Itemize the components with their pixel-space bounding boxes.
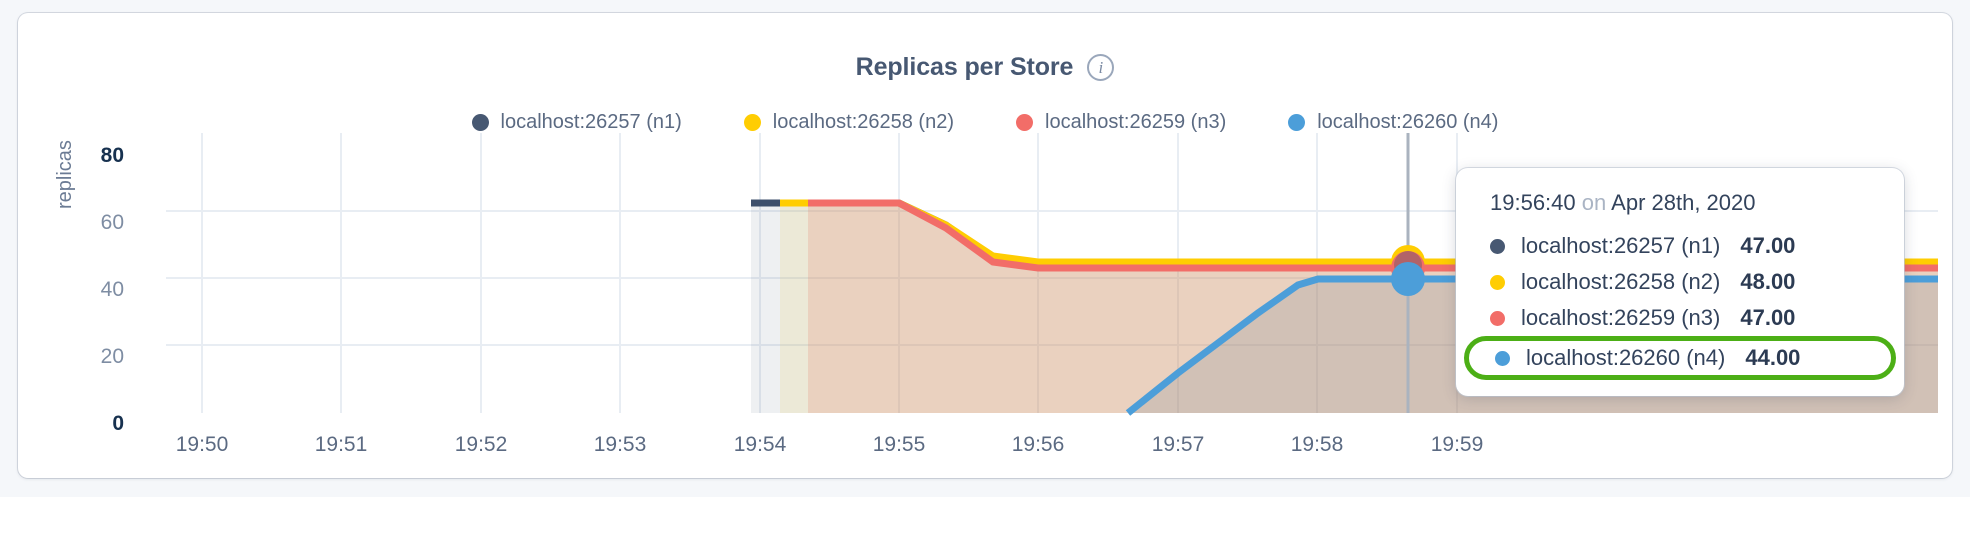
page-title: Replicas per Store: [855, 53, 1074, 81]
tooltip-dot-icon: [1495, 350, 1510, 366]
legend-item-label: localhost:26257 (n1): [500, 111, 682, 133]
tooltip-row-label: localhost:26259 (n3): [1521, 305, 1721, 330]
hover-dot-n4: [1391, 262, 1425, 296]
tooltip-row-label: localhost:26258 (n2): [1521, 269, 1721, 294]
tooltip-date: Apr 28th, 2020: [1611, 190, 1756, 215]
y-axis-tick: 40: [100, 278, 124, 301]
legend-dot-icon: [1016, 114, 1033, 131]
x-axis-tick: 19:55: [872, 433, 926, 456]
legend-dot-icon: [471, 114, 489, 131]
info-icon[interactable]: i: [1087, 54, 1115, 81]
tooltip-row-label: localhost:26260 (n4): [1526, 345, 1726, 370]
tooltip-row-value: 47.00: [1740, 305, 1796, 330]
tooltip-row-value: 47.00: [1740, 233, 1796, 258]
tooltip-dot-icon: [1490, 238, 1505, 254]
tooltip-on-word: on: [1581, 190, 1607, 215]
legend-item-label: localhost:26258 (n2): [772, 111, 954, 133]
chart-tooltip: 19:56:40 on Apr 28th, 2020 localhost:262…: [1456, 168, 1904, 396]
x-axis-tick: 19:54: [733, 433, 787, 456]
x-axis-tick: 19:52: [454, 433, 508, 456]
tooltip-dot-icon: [1490, 310, 1505, 326]
tooltip-row-value: 48.00: [1740, 269, 1796, 294]
legend-item-n3[interactable]: localhost:26259 (n3): [1016, 111, 1226, 134]
legend-item-n1[interactable]: localhost:26257 (n1): [471, 111, 682, 134]
chart-plot-area[interactable]: replicas 80 60 40 20 0 19:50 19:51 19:52…: [18, 13, 1952, 478]
page-footer-area: [0, 497, 1970, 540]
x-axis-tick: 19:50: [175, 433, 229, 456]
tooltip-time: 19:56:40: [1490, 190, 1576, 215]
tooltip-row-label: localhost:26257 (n1): [1521, 233, 1721, 258]
legend-dot-icon: [743, 114, 761, 131]
legend-item-label: localhost:26259 (n3): [1045, 111, 1227, 133]
legend-item-n2[interactable]: localhost:26258 (n2): [743, 111, 954, 134]
x-axis-tick: 19:51: [314, 433, 368, 456]
legend-item-n4[interactable]: localhost:26260 (n4): [1288, 111, 1498, 134]
legend-dot-icon: [1288, 114, 1306, 131]
chart-legend: localhost:26257 (n1) localhost:26258 (n2…: [18, 111, 1952, 134]
tooltip-timestamp: 19:56:40 on Apr 28th, 2020: [1456, 190, 1904, 228]
x-axis-tick: 19:58: [1290, 433, 1344, 456]
legend-item-label: localhost:26260 (n4): [1317, 111, 1499, 133]
x-axis-tick: 19:53: [593, 433, 647, 456]
tooltip-row-value: 44.00: [1745, 345, 1801, 370]
y-axis-tick: 0: [112, 412, 124, 435]
tooltip-rows: localhost:26257 (n1) 47.00 localhost:262…: [1456, 228, 1904, 380]
tooltip-row-n4-highlighted: localhost:26260 (n4) 44.00: [1464, 336, 1896, 380]
x-axis-tick: 19:56: [1011, 433, 1065, 456]
x-axis-tick: 19:59: [1430, 433, 1484, 456]
y-axis-tick: 60: [100, 211, 124, 234]
replicas-per-store-chart-card: Replicas per Store i localhost:26257 (n1…: [18, 13, 1952, 478]
tooltip-row-n1: localhost:26257 (n1) 47.00: [1456, 228, 1904, 264]
tooltip-row-n2: localhost:26258 (n2) 48.00: [1456, 264, 1904, 300]
tooltip-row-n3: localhost:26259 (n3) 47.00: [1456, 300, 1904, 336]
y-axis-tick: 20: [100, 345, 124, 368]
chart-header: Replicas per Store i: [18, 53, 1952, 82]
y-axis-label: replicas: [54, 140, 76, 209]
tooltip-dot-icon: [1490, 274, 1505, 290]
x-axis-tick: 19:57: [1151, 433, 1205, 456]
y-axis-tick: 80: [100, 144, 124, 167]
